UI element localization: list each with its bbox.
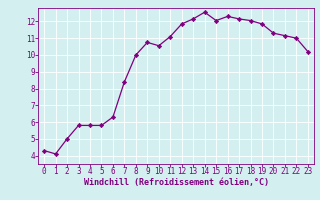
X-axis label: Windchill (Refroidissement éolien,°C): Windchill (Refroidissement éolien,°C)	[84, 178, 268, 187]
